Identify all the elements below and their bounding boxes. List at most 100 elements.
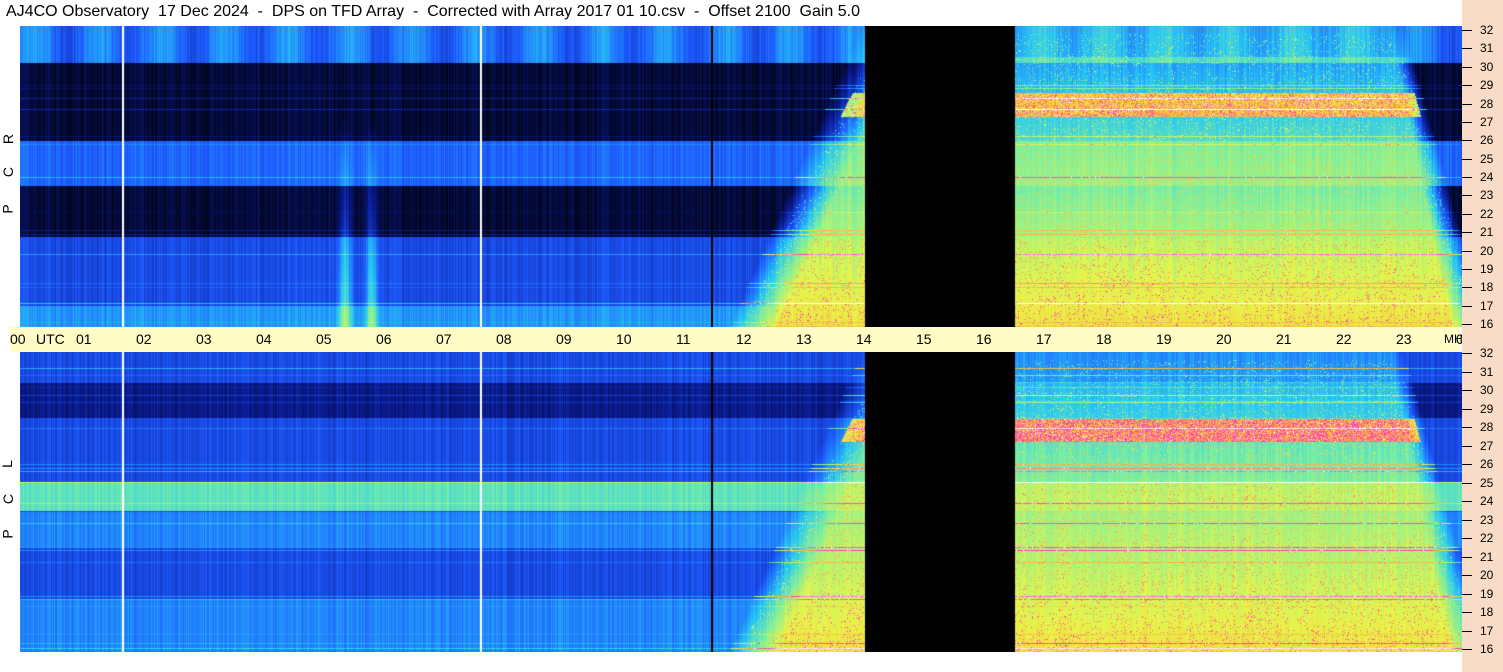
rcp-freq-tick-19 <box>1462 269 1472 270</box>
lcp-freq-tick-30 <box>1462 390 1472 391</box>
rcp-freq-tick-21 <box>1462 232 1472 233</box>
time-label-13: 12 <box>736 331 752 347</box>
lcp-freq-label-21: 21 <box>1480 550 1494 564</box>
rcp-freq-label-16: 16 <box>1480 317 1494 331</box>
lcp-freq-label-25: 25 <box>1480 476 1494 490</box>
lcp-freq-label-32: 32 <box>1480 346 1494 360</box>
rcp-freq-tick-28 <box>1462 104 1472 105</box>
lcp-freq-tick-23 <box>1462 520 1472 521</box>
time-label-20: 19 <box>1156 331 1172 347</box>
lcp-freq-tick-18 <box>1462 612 1472 613</box>
lcp-freq-label-26: 26 <box>1480 457 1494 471</box>
time-label-15: 14 <box>856 331 872 347</box>
rcp-freq-label-32: 32 <box>1480 23 1494 37</box>
time-label-21: 20 <box>1216 331 1232 347</box>
time-label-24: 23 <box>1396 331 1412 347</box>
lcp-freq-tick-17 <box>1462 631 1472 632</box>
rcp-freq-label-17: 17 <box>1480 299 1494 313</box>
rcp-freq-tick-24 <box>1462 177 1472 178</box>
time-label-22: 21 <box>1276 331 1292 347</box>
lcp-freq-tick-16 <box>1462 649 1472 650</box>
rcp-freq-label-27: 27 <box>1480 115 1494 129</box>
rcp-freq-tick-20 <box>1462 251 1472 252</box>
rcp-freq-tick-18 <box>1462 287 1472 288</box>
rcp-freq-label-18: 18 <box>1480 280 1494 294</box>
rcp-freq-label-19: 19 <box>1480 262 1494 276</box>
time-label-5: 04 <box>256 331 272 347</box>
rcp-freq-label-21: 21 <box>1480 225 1494 239</box>
time-label-6: 05 <box>316 331 332 347</box>
rcp-freq-tick-23 <box>1462 195 1472 196</box>
time-label-19: 18 <box>1096 331 1112 347</box>
rcp-freq-tick-32 <box>1462 30 1472 31</box>
time-label-2: 01 <box>76 331 92 347</box>
rcp-freq-label-30: 30 <box>1480 60 1494 74</box>
lcp-freq-label-22: 22 <box>1480 531 1494 545</box>
time-label-7: 06 <box>376 331 392 347</box>
lcp-spectrogram-canvas <box>20 352 1462 652</box>
rcp-freq-tick-25 <box>1462 159 1472 160</box>
rcp-freq-label-26: 26 <box>1480 133 1494 147</box>
lcp-letter-l: L <box>0 460 15 468</box>
lcp-freq-tick-32 <box>1462 353 1472 354</box>
time-label-18: 17 <box>1036 331 1052 347</box>
rcp-freq-label-24: 24 <box>1480 170 1494 184</box>
time-axis: 00 UTC 01 02 03 04 05 06 07 08 09 10 11 12 13 14 15 16 17 1… <box>10 327 1472 352</box>
lcp-freq-tick-26 <box>1462 464 1472 465</box>
lcp-letter-p: P <box>0 529 16 539</box>
time-label-10: 09 <box>556 331 572 347</box>
lcp-freq-tick-27 <box>1462 446 1472 447</box>
rcp-freq-tick-17 <box>1462 306 1472 307</box>
rcp-spectrogram-canvas <box>20 26 1462 327</box>
rcp-freq-label-29: 29 <box>1480 78 1494 92</box>
lcp-freq-tick-22 <box>1462 538 1472 539</box>
rcp-freq-tick-26 <box>1462 140 1472 141</box>
lcp-freq-tick-25 <box>1462 483 1472 484</box>
lcp-freq-label-17: 17 <box>1480 624 1494 638</box>
lcp-freq-tick-29 <box>1462 409 1472 410</box>
time-label-12: 11 <box>676 331 691 347</box>
time-label-0: 00 <box>10 331 26 347</box>
lcp-freq-tick-31 <box>1462 372 1472 373</box>
rcp-freq-tick-16 <box>1462 324 1472 325</box>
lcp-freq-label-24: 24 <box>1480 494 1494 508</box>
lcp-freq-label-18: 18 <box>1480 605 1494 619</box>
time-label-4: 03 <box>196 331 212 347</box>
time-label-17: 16 <box>976 331 992 347</box>
time-label-11: 10 <box>616 331 632 347</box>
time-label-8: 07 <box>436 331 452 347</box>
lcp-freq-label-16: 16 <box>1480 642 1494 656</box>
lcp-freq-label-29: 29 <box>1480 402 1494 416</box>
time-label-23: 22 <box>1336 331 1352 347</box>
rcp-freq-tick-30 <box>1462 67 1472 68</box>
rcp-letter-p: P <box>0 204 16 214</box>
rcp-freq-label-22: 22 <box>1480 207 1494 221</box>
lcp-freq-label-27: 27 <box>1480 439 1494 453</box>
rcp-freq-tick-22 <box>1462 214 1472 215</box>
lcp-freq-label-28: 28 <box>1480 420 1494 434</box>
page-title: AJ4CO Observatory 17 Dec 2024 - DPS on T… <box>6 3 861 20</box>
rcp-freq-label-20: 20 <box>1480 244 1494 258</box>
lcp-freq-label-23: 23 <box>1480 513 1494 527</box>
time-label-14: 13 <box>796 331 812 347</box>
rcp-freq-label-25: 25 <box>1480 152 1494 166</box>
rcp-letter-c: C <box>0 166 17 178</box>
rcp-freq-label-23: 23 <box>1480 188 1494 202</box>
time-label-16: 15 <box>916 331 932 347</box>
rcp-spectrogram <box>20 26 1462 327</box>
lcp-spectrogram <box>20 352 1462 652</box>
rcp-freq-tick-29 <box>1462 85 1472 86</box>
lcp-freq-tick-20 <box>1462 575 1472 576</box>
time-label-3: 02 <box>136 331 152 347</box>
lcp-freq-tick-19 <box>1462 594 1472 595</box>
rcp-freq-tick-31 <box>1462 48 1472 49</box>
lcp-freq-label-19: 19 <box>1480 587 1494 601</box>
lcp-freq-label-31: 31 <box>1480 365 1494 379</box>
lcp-letter-c: C <box>0 493 17 505</box>
lcp-freq-tick-28 <box>1462 427 1472 428</box>
rcp-freq-label-28: 28 <box>1480 97 1494 111</box>
title-bar: AJ4CO Observatory 17 Dec 2024 - DPS on T… <box>0 0 1462 26</box>
lcp-freq-tick-21 <box>1462 557 1472 558</box>
lcp-freq-tick-24 <box>1462 501 1472 502</box>
bottom-margin <box>20 652 1462 672</box>
